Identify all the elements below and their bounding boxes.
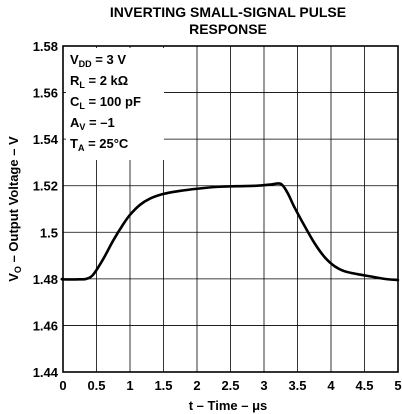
condition-line: CL = 100 pF xyxy=(70,94,141,111)
x-tick-label: 3.5 xyxy=(288,378,306,393)
condition-symbol: T xyxy=(70,136,78,151)
condition-value: = 2 kΩ xyxy=(85,73,128,88)
chart-title-line2: RESPONSE xyxy=(189,21,267,37)
y-axis-label-main: V xyxy=(6,273,21,282)
x-tick-label: 2 xyxy=(193,378,200,393)
condition-symbol: A xyxy=(70,115,80,130)
condition-subscript: L xyxy=(79,80,85,90)
x-tick-label: 4.5 xyxy=(355,378,373,393)
y-tick-label: 1.58 xyxy=(33,39,58,54)
output-voltage-line xyxy=(60,182,400,282)
condition-subscript: L xyxy=(79,101,85,111)
condition-subscript: DD xyxy=(79,59,92,69)
condition-subscript: A xyxy=(78,143,85,153)
x-tick-label: 1.5 xyxy=(154,378,172,393)
condition-line: TA = 25°C xyxy=(70,136,129,153)
y-tick-label: 1.46 xyxy=(33,318,58,333)
y-axis-label-sub: O xyxy=(13,266,23,273)
x-tick-label: 4 xyxy=(327,378,335,393)
y-tick-label: 1.56 xyxy=(33,86,58,101)
x-axis-label: t – Time – μs xyxy=(189,398,268,413)
condition-line: VDD = 3 V xyxy=(70,52,126,69)
condition-line: AV = –1 xyxy=(70,115,115,132)
y-tick-label: 1.54 xyxy=(33,132,59,147)
y-axis-label: VO – Output Voltage – V xyxy=(6,136,23,282)
condition-line: RL = 2 kΩ xyxy=(70,73,128,90)
y-axis-label-rest: – Output Voltage – V xyxy=(6,136,21,266)
y-tick-label: 1.44 xyxy=(33,365,59,380)
y-tick-label: 1.52 xyxy=(33,179,58,194)
x-tick-labels: 0 0.5 1 1.5 2 2.5 3 3.5 4 4.5 5 xyxy=(59,378,401,393)
condition-value: = 25°C xyxy=(84,136,128,151)
y-tick-label: 1.48 xyxy=(33,272,58,287)
x-tick-label: 2.5 xyxy=(221,378,239,393)
condition-subscript: V xyxy=(79,122,85,132)
condition-value: = 3 V xyxy=(92,52,127,67)
y-tick-labels: 1.44 1.46 1.48 1.5 1.52 1.54 1.56 1.58 xyxy=(33,39,59,380)
x-tick-label: 5 xyxy=(394,378,401,393)
condition-value: = 100 pF xyxy=(85,94,141,109)
x-tick-label: 1 xyxy=(126,378,133,393)
x-tick-label: 3 xyxy=(260,378,267,393)
x-tick-label: 0 xyxy=(59,378,66,393)
conditions-background xyxy=(66,48,164,160)
y-tick-label: 1.5 xyxy=(40,225,58,240)
condition-symbol: V xyxy=(70,52,79,67)
condition-value: = –1 xyxy=(85,115,114,130)
x-tick-label: 0.5 xyxy=(87,378,105,393)
plot-frame xyxy=(62,45,399,373)
chart-title-line1: INVERTING SMALL-SIGNAL PULSE xyxy=(110,4,346,20)
condition-symbol: R xyxy=(70,73,80,88)
condition-symbol: C xyxy=(70,94,80,109)
